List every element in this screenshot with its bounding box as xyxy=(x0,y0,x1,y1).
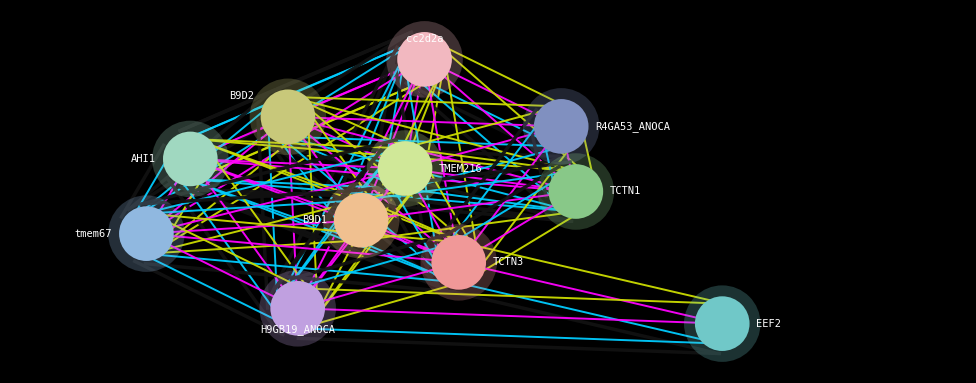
Ellipse shape xyxy=(695,296,750,351)
Text: EEF2: EEF2 xyxy=(756,319,782,329)
Text: AHI1: AHI1 xyxy=(131,154,156,164)
Text: cc2d2a: cc2d2a xyxy=(406,34,443,44)
Text: H9GB19_ANOCA: H9GB19_ANOCA xyxy=(261,324,335,334)
Text: B9D1: B9D1 xyxy=(302,215,327,225)
Ellipse shape xyxy=(260,270,336,347)
Ellipse shape xyxy=(270,281,325,336)
Ellipse shape xyxy=(334,193,388,247)
Ellipse shape xyxy=(431,235,486,290)
Ellipse shape xyxy=(684,285,760,362)
Ellipse shape xyxy=(119,206,174,261)
Ellipse shape xyxy=(323,182,399,259)
Ellipse shape xyxy=(378,141,432,196)
Text: tmem67: tmem67 xyxy=(75,229,112,239)
Ellipse shape xyxy=(538,153,614,230)
Text: R4GA53_ANOCA: R4GA53_ANOCA xyxy=(595,121,671,132)
Ellipse shape xyxy=(549,164,603,219)
Ellipse shape xyxy=(108,195,184,272)
Ellipse shape xyxy=(523,88,599,165)
Text: TCTN1: TCTN1 xyxy=(610,187,641,196)
Ellipse shape xyxy=(152,121,228,197)
Ellipse shape xyxy=(367,130,443,207)
Ellipse shape xyxy=(261,90,315,144)
Ellipse shape xyxy=(421,224,497,301)
Ellipse shape xyxy=(163,132,218,186)
Ellipse shape xyxy=(397,32,452,87)
Ellipse shape xyxy=(534,99,589,154)
Text: B9D2: B9D2 xyxy=(228,92,254,101)
Text: TCTN3: TCTN3 xyxy=(493,257,524,267)
Text: TMEM216: TMEM216 xyxy=(439,164,483,173)
Ellipse shape xyxy=(250,79,326,155)
Ellipse shape xyxy=(386,21,463,98)
